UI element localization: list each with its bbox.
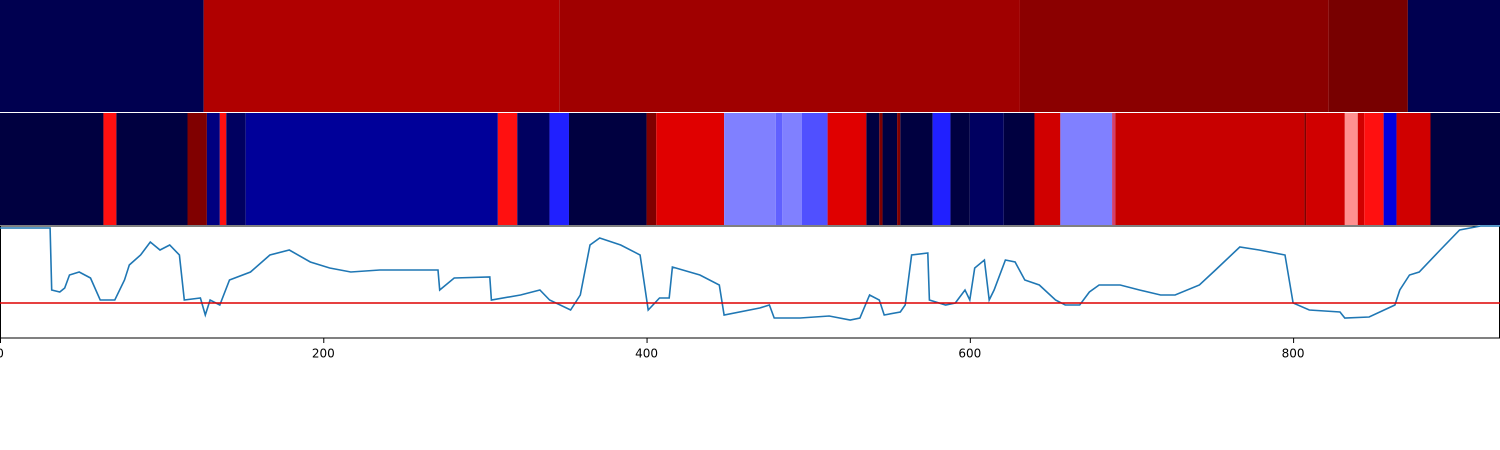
strip-segment bbox=[1364, 113, 1384, 225]
strip-segment bbox=[900, 113, 933, 225]
strip-segment bbox=[950, 113, 970, 225]
strip-segment bbox=[656, 113, 725, 225]
x-tick-label: 800 bbox=[1282, 347, 1305, 361]
strip-segment bbox=[1306, 113, 1345, 225]
strip-segment bbox=[1344, 113, 1358, 225]
strip-segment bbox=[1357, 113, 1365, 225]
x-tick-label: 200 bbox=[312, 347, 335, 361]
strip-segment bbox=[1396, 113, 1431, 225]
strip-segment bbox=[775, 113, 783, 225]
strip-segment bbox=[245, 113, 498, 225]
x-tick-label: 0 bbox=[0, 347, 4, 361]
strip-segment bbox=[646, 113, 657, 225]
strip-segment bbox=[103, 113, 117, 225]
x-tick-label: 400 bbox=[635, 347, 658, 361]
strip-segment bbox=[882, 113, 898, 225]
strip-segment bbox=[0, 0, 204, 112]
strip-segment bbox=[187, 113, 207, 225]
strip-segment bbox=[203, 0, 560, 112]
strip-segment bbox=[1383, 113, 1397, 225]
plot-frame bbox=[0, 225, 1500, 339]
strip-segment bbox=[1430, 113, 1500, 225]
strip-segment bbox=[801, 113, 828, 225]
strip-segment bbox=[897, 113, 901, 225]
strip-segment bbox=[549, 113, 569, 225]
strip-segment bbox=[206, 113, 220, 225]
strip-segment bbox=[568, 113, 647, 225]
strip-segment bbox=[932, 113, 951, 225]
strip-segment bbox=[1112, 113, 1116, 225]
strip-segment bbox=[219, 113, 227, 225]
strip-segment bbox=[559, 0, 1020, 112]
strip-segment bbox=[969, 113, 1004, 225]
strip-segment bbox=[1328, 0, 1408, 112]
strip-segment bbox=[0, 113, 104, 225]
strip-segment bbox=[226, 113, 246, 225]
strip-segment bbox=[1003, 113, 1035, 225]
strip-segment bbox=[116, 113, 188, 225]
strip-segment bbox=[1115, 113, 1305, 225]
strip-segment bbox=[724, 113, 776, 225]
strip-segment bbox=[879, 113, 883, 225]
strip-segment bbox=[782, 113, 802, 225]
strip-segment bbox=[1304, 113, 1307, 225]
strip-segment bbox=[497, 113, 518, 225]
x-tick-label: 600 bbox=[958, 347, 981, 361]
strip-segment bbox=[1034, 113, 1061, 225]
line-series bbox=[0, 225, 1500, 321]
strip-segment bbox=[1407, 0, 1500, 112]
strip-segment bbox=[1019, 0, 1329, 112]
strip-segment bbox=[1060, 113, 1113, 225]
strip-segment bbox=[827, 113, 867, 225]
strip-segment bbox=[866, 113, 880, 225]
strip-segment bbox=[517, 113, 550, 225]
